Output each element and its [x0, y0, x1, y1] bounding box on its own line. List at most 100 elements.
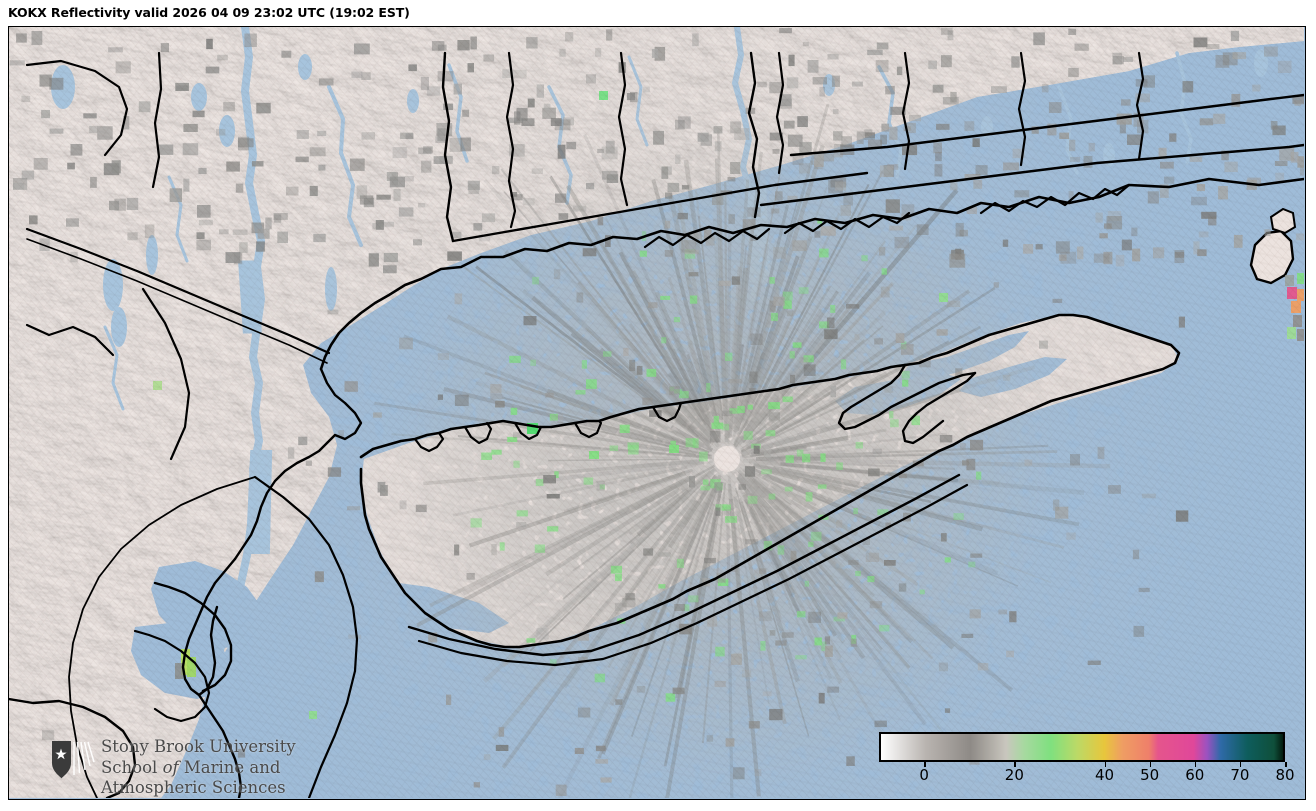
clutter-cell	[563, 117, 574, 126]
clutter-cell	[447, 251, 462, 261]
clutter-cell	[867, 49, 883, 56]
clutter-cell	[1274, 161, 1288, 166]
clutter-cell	[934, 164, 943, 177]
clutter-cell	[689, 476, 696, 488]
clutter-cell	[941, 55, 952, 68]
clutter-cell	[483, 54, 495, 62]
clutter-cell	[1048, 102, 1062, 113]
clutter-cell	[1178, 316, 1185, 328]
radar-map-canvas[interactable]: 0 20 40 50 60 70 80 Stony Brook University Sch…	[9, 27, 1304, 798]
radar-spoke	[757, 465, 1065, 549]
radar-spoke	[665, 503, 722, 798]
clutter-cell	[582, 248, 597, 257]
radar-echo-cell	[795, 655, 807, 660]
clutter-cell	[704, 557, 716, 564]
radar-echo-cell	[499, 542, 505, 551]
clutter-cell	[277, 231, 288, 244]
radar-spoke	[572, 486, 689, 572]
radar-echo-cell	[685, 438, 696, 448]
clutter-cell	[936, 329, 948, 336]
clutter-cell	[286, 186, 299, 196]
clutter-cell	[206, 38, 213, 50]
clutter-cell	[799, 357, 809, 363]
clutter-cell	[1052, 298, 1063, 303]
clutter-cell	[428, 632, 438, 643]
radar-spoke	[605, 217, 711, 425]
clutter-cell	[158, 144, 174, 155]
clutter-cell	[846, 304, 860, 309]
radar-spoke	[697, 216, 724, 420]
stony-brook-logo: Stony Brook University School of Marine …	[49, 737, 319, 799]
clutter-cell	[305, 460, 312, 466]
clutter-cell	[973, 180, 983, 189]
clutter-cell	[478, 234, 491, 242]
radar-spoke	[742, 320, 791, 421]
reflectivity-colorbar[interactable]: 0 20 40 50 60 70 80	[871, 726, 1295, 788]
radar-spoke	[725, 235, 732, 438]
radar-spoke	[734, 487, 810, 737]
colorbar-tick-label: 20	[1004, 766, 1024, 784]
radar-spoke	[752, 462, 847, 488]
radar-echo-cell	[783, 300, 792, 309]
clutter-cell	[605, 140, 615, 154]
clutter-cell	[1147, 191, 1159, 204]
radar-spoke	[770, 459, 956, 470]
radar-spoke	[531, 295, 712, 447]
clutter-cell	[111, 160, 121, 174]
radar-echo-cell	[670, 440, 676, 446]
clutter-cell	[728, 214, 735, 224]
radar-echo-cell	[575, 390, 586, 395]
clutter-cell	[216, 128, 226, 136]
clutter-cell	[868, 139, 883, 149]
radar-spoke	[468, 471, 687, 548]
radar-spoke	[627, 292, 709, 427]
radar-spoke	[631, 459, 698, 469]
clutter-cell	[386, 172, 397, 181]
clutter-cell	[642, 86, 650, 93]
radar-spoke	[583, 495, 690, 599]
radar-echo-cell	[890, 419, 899, 428]
clutter-cell	[790, 374, 795, 383]
radar-spoke	[713, 218, 727, 409]
radar-spoke	[628, 464, 716, 514]
page-title: KOKX Reflectivity valid 2026 04 09 23:02…	[8, 5, 410, 20]
clutter-cell	[700, 134, 712, 146]
clutter-cell	[718, 280, 731, 286]
radar-spoke	[546, 388, 692, 448]
clutter-cell	[1070, 454, 1080, 466]
clutter-cell	[426, 86, 441, 96]
radar-echo-cell	[549, 659, 557, 666]
clutter-cell	[622, 598, 636, 608]
radar-spoke	[742, 170, 885, 429]
radar-spoke	[741, 325, 982, 453]
clutter-cell	[713, 126, 723, 134]
radar-echo-cell	[526, 638, 536, 643]
clutter-cell	[1174, 250, 1185, 263]
radar-spoke	[769, 482, 859, 537]
clutter-cell	[709, 431, 721, 443]
clutter-cell	[919, 359, 931, 368]
radar-spoke	[749, 488, 946, 735]
clutter-cell	[975, 165, 988, 175]
clutter-cell	[443, 103, 454, 111]
radar-map-frame[interactable]: 0 20 40 50 60 70 80 Stony Brook University Sch…	[8, 26, 1306, 800]
clutter-cell	[1193, 37, 1208, 48]
clutter-cell	[768, 412, 780, 421]
radar-spoke	[545, 482, 689, 577]
colorbar-tick-label: 60	[1185, 766, 1205, 784]
clutter-cell	[239, 242, 248, 253]
clutter-cell	[880, 134, 887, 145]
clutter-cell	[902, 145, 918, 156]
radar-spoke	[568, 204, 720, 446]
clutter-cell	[550, 414, 564, 427]
clutter-cell	[389, 176, 405, 188]
radar-spoke	[578, 478, 708, 605]
clutter-cell	[256, 241, 265, 252]
radar-spoke	[687, 184, 724, 424]
clutter-cell	[359, 195, 374, 205]
radar-spoke	[728, 498, 761, 797]
clutter-cell	[865, 552, 880, 562]
colorbar-tick	[924, 762, 926, 767]
clutter-cell	[769, 708, 783, 721]
radar-spoke	[733, 183, 870, 446]
